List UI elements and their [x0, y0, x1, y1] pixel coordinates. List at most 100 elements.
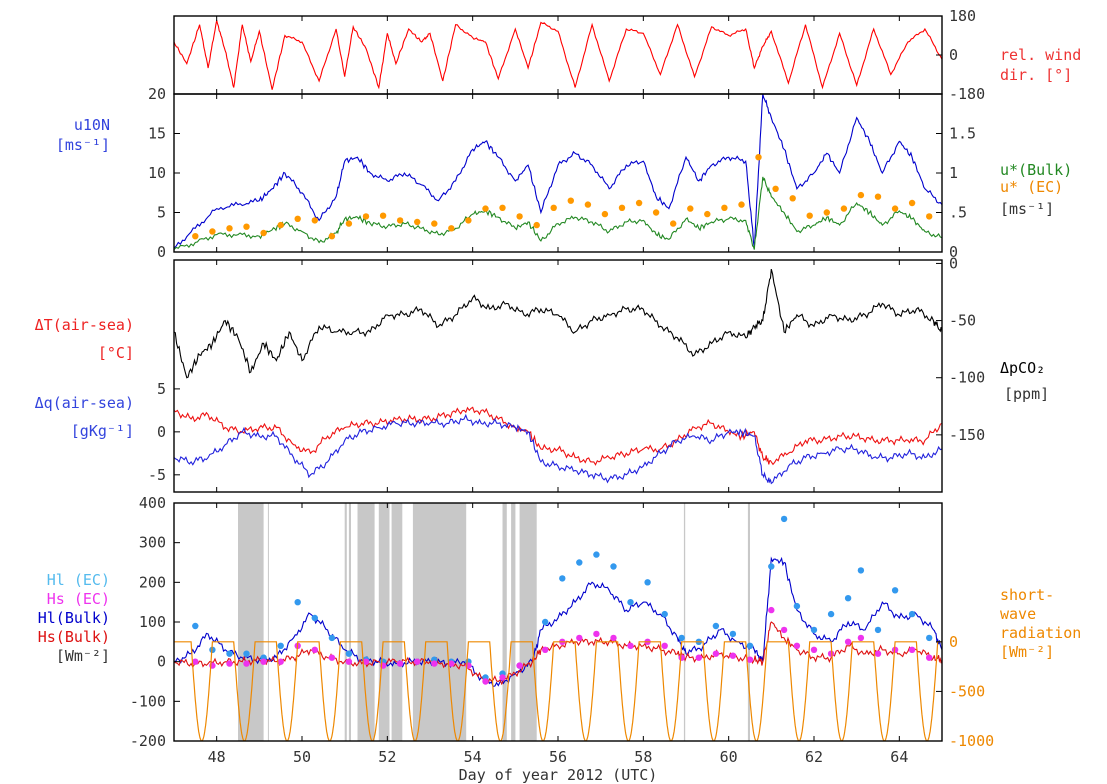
data-point-p4-2	[827, 610, 835, 618]
data-point-p2-2	[738, 201, 745, 208]
data-point-p2-2	[687, 205, 694, 212]
data-point-p4-2	[857, 567, 865, 574]
rel-wind-unit: dir. [°]	[1000, 66, 1072, 84]
data-point-p4-3	[414, 658, 421, 665]
left-tick-label: 0	[157, 243, 166, 261]
right-tick-label: -50	[949, 312, 976, 330]
x-tick-label: 48	[208, 748, 226, 766]
right-tick-label: -150	[949, 426, 985, 444]
data-point-p4-3	[192, 658, 199, 665]
data-point-p2-2	[226, 225, 233, 232]
left-tick-label: 0	[157, 653, 166, 671]
left-tick-label: 400	[139, 494, 166, 512]
data-point-p2-2	[806, 212, 813, 219]
data-point-p4-3	[226, 660, 233, 667]
data-point-p4-3	[542, 646, 549, 653]
left-tick-label: 300	[139, 534, 166, 552]
data-point-p4-2	[311, 614, 318, 622]
label-layer: 1800-180051015200.511.5-5050-50-100-150-…	[35, 7, 1082, 784]
right-tick-label: .5	[949, 204, 967, 222]
data-point-p4-2	[576, 559, 583, 566]
data-point-p4-2	[559, 575, 566, 582]
data-point-p2-2	[482, 205, 489, 212]
right-tick-label: 1	[949, 164, 958, 182]
data-point-p4-2	[661, 610, 668, 618]
left-tick-label: 0	[157, 423, 166, 441]
flux-legend-label: Hl (EC)	[47, 571, 110, 589]
data-point-p2-2	[652, 209, 660, 216]
data-point-p4-3	[827, 650, 835, 657]
data-point-p2-2	[499, 204, 506, 211]
data-point-p2-2	[277, 221, 284, 229]
shortwave-label: short-	[1000, 586, 1054, 604]
shading-band	[378, 503, 390, 741]
right-tick-label: 0	[949, 46, 958, 64]
x-tick-label: 54	[464, 748, 482, 766]
shading-band	[391, 503, 403, 741]
data-point-p4-2	[345, 650, 353, 657]
data-point-p2-2	[618, 204, 626, 211]
data-point-p4-2	[542, 618, 549, 626]
data-point-p2-2	[311, 217, 318, 224]
series-line-p4-0	[174, 556, 942, 688]
data-point-p2-2	[926, 213, 933, 220]
left-tick-label: -100	[130, 692, 166, 710]
data-point-p4-3	[661, 642, 668, 649]
data-point-p4-2	[192, 622, 199, 630]
series-line-p3-2	[174, 268, 942, 379]
panel-frame-p4	[173, 502, 943, 742]
right-tick-label: 1.5	[949, 125, 976, 143]
left-tick-label: -5	[148, 466, 166, 484]
shortwave-label: [Wm⁻²]	[1000, 643, 1054, 661]
data-point-p4-3	[499, 674, 506, 681]
x-axis-label: Day of year 2012 (UTC)	[459, 766, 658, 784]
delta-q-label: Δq(air-sea)	[35, 394, 134, 412]
data-point-p4-2	[729, 630, 737, 638]
data-point-p4-3	[926, 654, 933, 661]
data-point-p4-2	[874, 626, 882, 634]
left-tick-label: 5	[157, 204, 166, 222]
data-point-p4-3	[891, 646, 899, 653]
data-point-p2-2	[840, 205, 848, 212]
data-point-p2-2	[874, 193, 882, 200]
data-point-p4-3	[729, 652, 737, 659]
data-point-p4-3	[260, 658, 267, 665]
left-tick-label: -200	[130, 732, 166, 750]
flux-legend-label: [Wm⁻²]	[56, 647, 110, 665]
rel-wind-label: rel. wind	[1000, 46, 1081, 64]
data-point-p2-2	[209, 228, 216, 235]
data-point-p4-3	[431, 660, 438, 667]
data-point-p2-2	[362, 213, 370, 220]
data-point-p4-3	[780, 626, 788, 634]
shading-band	[267, 503, 269, 741]
data-point-p2-2	[294, 215, 301, 222]
shading-band	[344, 503, 347, 741]
x-tick-label: 56	[549, 748, 567, 766]
axes-layer	[173, 15, 943, 742]
series-line-p3-0	[174, 406, 942, 466]
data-point-p4-2	[678, 634, 685, 642]
data-point-p2-2	[567, 197, 574, 204]
data-point-p4-3	[627, 642, 634, 649]
left-tick-label: 5	[157, 380, 166, 398]
data-point-p4-3	[482, 678, 489, 685]
data-point-p4-3	[328, 654, 336, 661]
data-point-p4-2	[294, 599, 301, 606]
x-tick-label: 50	[293, 748, 311, 766]
data-point-p2-2	[243, 223, 250, 230]
data-point-p4-2	[610, 563, 617, 570]
data-point-p4-3	[610, 634, 617, 642]
data-point-p4-2	[768, 563, 775, 570]
data-point-p2-2	[789, 195, 796, 202]
x-tick-label: 60	[720, 748, 738, 766]
data-point-p2-2	[431, 220, 438, 227]
data-point-p4-2	[712, 622, 720, 630]
data-point-p4-3	[810, 646, 818, 653]
series-line-p2-0	[174, 94, 942, 249]
shading-band	[511, 503, 516, 741]
shading-band	[683, 503, 686, 741]
data-point-p2-2	[721, 204, 728, 211]
data-point-p4-2	[926, 634, 933, 642]
left-tick-label: 100	[139, 613, 166, 631]
x-tick-label: 62	[805, 748, 823, 766]
